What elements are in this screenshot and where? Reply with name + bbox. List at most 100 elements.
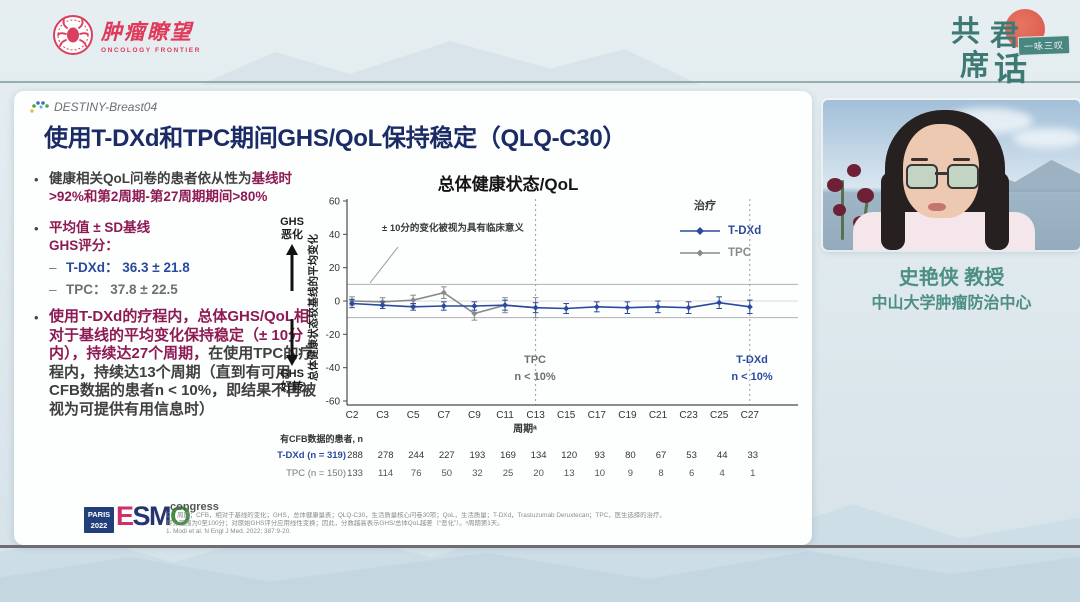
svg-text:169: 169	[500, 450, 516, 461]
svg-text:C23: C23	[679, 410, 698, 421]
svg-text:C17: C17	[588, 410, 607, 421]
svg-text:C9: C9	[468, 410, 481, 421]
svg-text:20: 20	[329, 263, 341, 274]
tpc-cutoff-label: TPC n < 10%	[514, 354, 556, 383]
ghs-worsen-label: GHS 恶化	[280, 216, 304, 241]
presenter-hair-right	[985, 172, 1009, 250]
svg-text:C19: C19	[618, 410, 637, 421]
event-logo-char-3: 席	[960, 48, 990, 82]
risk-table: 有CFB数据的患者, n T-DXd (n = 319) 288 278 244 227 1…	[277, 433, 758, 479]
bottom-divider-line	[0, 545, 1080, 548]
svg-text:-40: -40	[326, 363, 341, 374]
ghs-worsen-arrow	[286, 244, 298, 291]
event-logo-char-1: 共	[951, 14, 981, 48]
svg-text:288: 288	[347, 450, 363, 461]
svg-text:120: 120	[561, 450, 577, 461]
bullet-dot: •	[34, 221, 39, 236]
svg-text:6: 6	[689, 468, 694, 479]
bullet-stability-highlight: 使用T-DXd的疗程内，总体GHS/QoL相对于基线的平均变化保持稳定（± 10…	[49, 308, 309, 362]
svg-text:C15: C15	[557, 410, 576, 421]
presenter-video	[823, 100, 1080, 250]
risk-table-row-label: TPC (n = 150)	[286, 468, 346, 479]
tdxd-legend-marker-icon	[680, 227, 720, 235]
crab-logo-icon	[53, 15, 93, 55]
svg-text:278: 278	[378, 450, 394, 461]
svg-text:C3: C3	[376, 410, 389, 421]
svg-text:193: 193	[469, 450, 485, 461]
top-divider-line	[0, 81, 1080, 83]
svg-text:C27: C27	[741, 410, 760, 421]
tdxd-cutoff-label: T-DXd n < 10%	[731, 354, 773, 383]
svg-text:8: 8	[658, 468, 663, 479]
svg-text:C11: C11	[496, 410, 514, 421]
glasses-right-lens	[947, 164, 979, 189]
destiny-trial-logo-icon	[30, 101, 49, 113]
presenter-affiliation: 中山大学肿瘤防治中心	[871, 295, 1032, 312]
chart-grid	[347, 199, 798, 405]
svg-text:227: 227	[439, 450, 455, 461]
svg-text:10: 10	[595, 468, 606, 479]
presenter-name: 史艳侠 教授	[898, 267, 1005, 289]
svg-text:50: 50	[442, 468, 453, 479]
chart-legend: 治疗 T-DXd TPC	[678, 197, 798, 264]
svg-text:C7: C7	[437, 410, 450, 421]
svg-text:C25: C25	[710, 410, 729, 421]
risk-table-row-label: T-DXd (n = 319)	[277, 450, 346, 461]
oncology-frontier-cn: 肿瘤瞭望	[101, 21, 193, 44]
svg-text:1: 1	[750, 468, 755, 479]
presenter-eyebrow	[911, 158, 928, 161]
legend-title: 治疗	[694, 200, 716, 212]
svg-text:25: 25	[503, 468, 514, 479]
footnote-scoring: 评分范围为0至100分；对原始GHS评分应用线性变换；因此，分数越高表示GHS/…	[166, 520, 504, 528]
ghs-improve-arrow	[286, 319, 298, 366]
bullet-baseline-ghs: • 平均值 ± SD基线 GHS评分： – T-DXd： 36.3 ± 21.8…	[28, 219, 318, 299]
baseline-tpc-value: 37.8 ± 22.5	[110, 282, 178, 297]
svg-text:0: 0	[334, 297, 340, 308]
svg-text:32: 32	[472, 468, 483, 479]
svg-text:244: 244	[408, 450, 424, 461]
oncology-frontier-logo: 肿瘤瞭望 ONCOLOGY FRONTIER	[52, 14, 201, 56]
svg-text:9: 9	[628, 468, 633, 479]
svg-text:13: 13	[564, 468, 575, 479]
svg-text:33: 33	[748, 450, 759, 461]
baseline-tpc-score: – TPC： 37.8 ± 22.5	[49, 280, 318, 299]
clinical-significance-annotation: ± 10分的变化被视为具有临床意义	[382, 223, 524, 234]
svg-text:53: 53	[686, 450, 697, 461]
x-axis-title: 周期ᵃ	[513, 422, 537, 435]
baseline-tdxd-score: – T-DXd： 36.3 ± 21.8	[49, 258, 318, 277]
svg-text:134: 134	[531, 450, 547, 461]
glasses-bridge	[935, 172, 947, 175]
dash: –	[49, 282, 57, 297]
footnote-reference: 1. Modi et al. N Engl J Med. 2022; 387:9…	[166, 528, 292, 536]
ghs-improve-label: GHS 好转	[280, 368, 304, 393]
glasses-left-lens	[906, 164, 938, 189]
bullet-dot: •	[34, 172, 39, 187]
svg-text:-60: -60	[326, 397, 341, 408]
svg-text:C2: C2	[346, 410, 359, 421]
flower	[827, 178, 843, 192]
baseline-ghs-line2: GHS评分：	[49, 238, 119, 253]
svg-text:80: 80	[625, 450, 636, 461]
legend-entry-tdxd: T-DXd	[678, 220, 798, 242]
presenter-eyebrow	[953, 158, 970, 161]
bullet-stability-rest: 在使用TPC的疗程内，持续达13个周期（直到有可用CFB数据的患者n < 10%…	[49, 345, 317, 418]
baseline-tdxd-label: T-DXd：	[66, 260, 119, 275]
presenter-hair-left	[881, 172, 905, 250]
ghs-qol-line-chart: 60 40 20 0 -20 -40 -60 C2 C3 C5 C7 C9 C11 C13 C15 C17 C1…	[277, 196, 798, 479]
flower	[833, 204, 846, 216]
bullet-stability: • 使用T-DXd的疗程内，总体GHS/QoL相对于基线的平均变化保持稳定（± …	[28, 308, 318, 419]
cloud-decoration	[1013, 128, 1080, 148]
bullet-compliance-highlight: 基线时>92%和第2周期-第27周期期间>80%	[49, 171, 292, 204]
svg-text:-20: -20	[326, 330, 341, 341]
esmo-letter-e: E	[116, 501, 134, 531]
annotation-pointer-line	[369, 246, 399, 284]
presenter-mouth	[928, 203, 946, 211]
flower	[847, 164, 861, 177]
svg-text:C5: C5	[407, 410, 420, 421]
svg-text:76: 76	[411, 468, 422, 479]
oncology-frontier-en: ONCOLOGY FRONTIER	[101, 47, 202, 54]
bullet-dot: •	[34, 310, 39, 325]
chart-axes: 60 40 20 0 -20 -40 -60 C2 C3 C5 C7 C9 C11 C13 C15 C17 C1…	[326, 196, 798, 435]
svg-text:67: 67	[656, 450, 667, 461]
